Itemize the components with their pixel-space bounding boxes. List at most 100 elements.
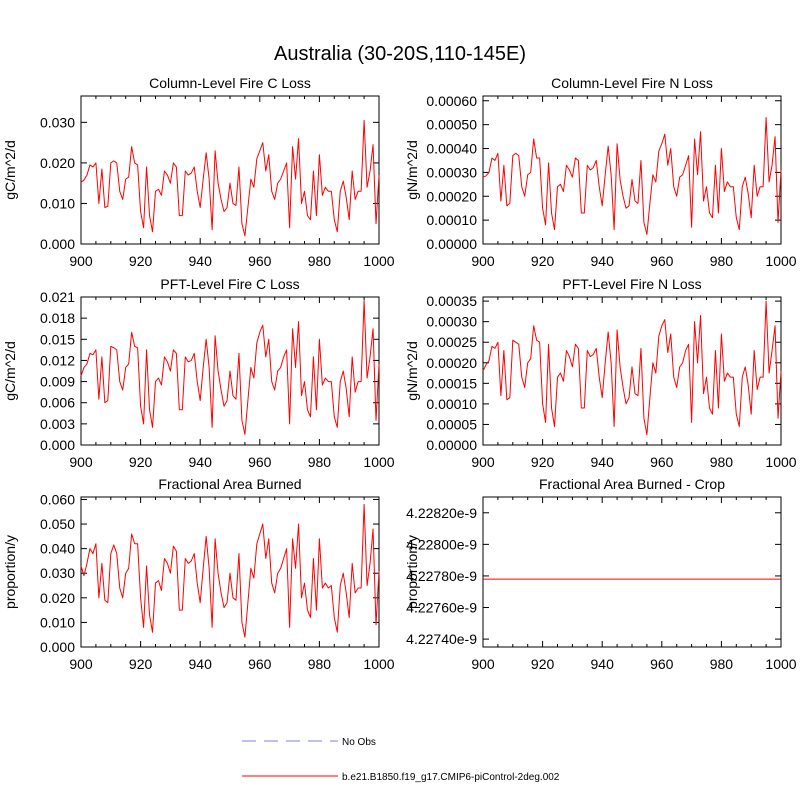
- y-tick-label: 0.000: [40, 437, 75, 453]
- y-tick-label: 0.00060: [426, 93, 477, 109]
- chart-panel-2: Column-Level Fire N Loss gN/m^2/d 900 920 94…: [404, 75, 797, 269]
- chart-panel-1: Column-Level Fire C Loss gC/m^2/d 900 920 94…: [2, 75, 395, 269]
- x-tick-label: 960: [650, 656, 674, 672]
- plot-frame: [80, 95, 380, 245]
- x-tick-label: 980: [710, 656, 734, 672]
- x-tick-label: 900: [471, 253, 495, 269]
- plot-frame: [482, 95, 782, 245]
- chart-panel-5: Fractional Area Burned proportion/y 900 920…: [2, 476, 395, 672]
- x-tick-label: 1000: [363, 656, 394, 672]
- y-tick-label: 0.010: [40, 195, 75, 211]
- y-tick-label: 0.009: [40, 374, 75, 390]
- chart-title: PFT-Level Fire C Loss: [160, 276, 299, 292]
- x-tick-label: 940: [189, 656, 213, 672]
- y-tick-label: 0.020: [40, 590, 75, 606]
- series-line-1: [80, 300, 380, 435]
- y-tick-label: 0.020: [40, 155, 75, 171]
- x-tick-label: 920: [531, 454, 555, 470]
- y-tick-label: 0.00040: [426, 141, 477, 157]
- x-tick-label: 1000: [363, 454, 394, 470]
- chart-title: Fractional Area Burned: [158, 476, 301, 492]
- x-tick-label: 920: [129, 253, 153, 269]
- x-tick-label: 920: [129, 656, 153, 672]
- chart-title: Column-Level Fire N Loss: [551, 75, 713, 91]
- y-tick-label: 0.00050: [426, 117, 477, 133]
- y-tick-label: 0.00035: [426, 293, 477, 309]
- x-tick-label: 960: [248, 454, 272, 470]
- x-tick-label: 900: [69, 454, 93, 470]
- plot-frame: [80, 496, 380, 648]
- y-tick-label: 0.006: [40, 395, 75, 411]
- y-tick-label: 0.018: [40, 310, 75, 326]
- y-tick-label: 4.22820e-9: [406, 505, 477, 521]
- y-tick-label: 0.012: [40, 352, 75, 368]
- chart-title: Fractional Area Burned - Crop: [539, 476, 725, 492]
- x-tick-label: 900: [69, 656, 93, 672]
- x-tick-label: 980: [308, 656, 332, 672]
- y-tick-label: 0.021: [40, 289, 75, 305]
- y-tick-label: 4.22760e-9: [406, 600, 477, 616]
- y-tick-label: 0.010: [40, 614, 75, 630]
- legend-model-label: b.e21.B1850.f19_g17.CMIP6-piControl-2deg…: [342, 772, 560, 783]
- y-tick-label: 0.003: [40, 416, 75, 432]
- x-tick-label: 940: [591, 656, 615, 672]
- y-tick-label: 0.00025: [426, 334, 477, 350]
- x-tick-label: 980: [710, 454, 734, 470]
- x-tick-label: 920: [531, 253, 555, 269]
- series-line-1: [80, 503, 380, 638]
- chart-title: Column-Level Fire C Loss: [149, 75, 311, 91]
- y-tick-label: 0.030: [40, 114, 75, 130]
- x-tick-label: 940: [189, 454, 213, 470]
- x-tick-label: 900: [471, 454, 495, 470]
- figure-title: Australia (30-20S,110-145E): [274, 43, 526, 65]
- y-tick-label: 0.000: [40, 236, 75, 252]
- x-tick-label: 1000: [765, 656, 796, 672]
- x-tick-label: 920: [129, 454, 153, 470]
- y-tick-label: 4.22800e-9: [406, 536, 477, 552]
- x-tick-label: 980: [308, 454, 332, 470]
- x-tick-label: 960: [650, 454, 674, 470]
- y-tick-label: 0.00020: [426, 188, 477, 204]
- y-tick-label: 0.050: [40, 516, 75, 532]
- x-tick-label: 900: [69, 253, 93, 269]
- y-axis-label: proportion/y: [2, 535, 18, 609]
- panels: Column-Level Fire C Loss gC/m^2/d 900 920 94…: [2, 75, 797, 672]
- legend: No Obs b.e21.B1850.f19_g17.CMIP6-piContr…: [242, 737, 560, 783]
- y-tick-label: 0.040: [40, 541, 75, 557]
- y-tick-label: 0.030: [40, 565, 75, 581]
- x-tick-label: 920: [531, 656, 555, 672]
- chart-title: PFT-Level Fire N Loss: [562, 276, 701, 292]
- x-tick-label: 1000: [363, 253, 394, 269]
- chart-panel-4: PFT-Level Fire N Loss gN/m^2/d 900 920 940 96…: [404, 276, 797, 470]
- chart-panel-3: PFT-Level Fire C Loss gC/m^2/d 900 920 940 96…: [2, 276, 395, 470]
- y-tick-label: 0.000: [40, 639, 75, 655]
- y-tick-label: 0.00020: [426, 355, 477, 371]
- y-axis-label: gN/m^2/d: [404, 140, 420, 199]
- x-tick-label: 1000: [765, 253, 796, 269]
- x-tick-label: 940: [591, 454, 615, 470]
- y-axis-label: gC/m^2/d: [2, 341, 18, 400]
- x-tick-label: 1000: [765, 454, 796, 470]
- x-tick-label: 980: [710, 253, 734, 269]
- y-tick-label: 0.00010: [426, 396, 477, 412]
- y-tick-label: 0.00000: [426, 437, 477, 453]
- y-tick-label: 0.00015: [426, 375, 477, 391]
- x-tick-label: 960: [650, 253, 674, 269]
- y-tick-label: 0.00030: [426, 164, 477, 180]
- y-axis-label: proportion/y: [404, 535, 420, 609]
- series-line-1: [80, 119, 380, 237]
- y-tick-label: 0.015: [40, 331, 75, 347]
- y-tick-label: 0.00005: [426, 416, 477, 432]
- series-line-1: [482, 300, 782, 436]
- y-tick-label: 0.060: [40, 491, 75, 507]
- x-tick-label: 980: [308, 253, 332, 269]
- x-tick-label: 940: [189, 253, 213, 269]
- y-tick-label: 4.22780e-9: [406, 568, 477, 584]
- legend-obs-label: No Obs: [342, 737, 376, 748]
- x-tick-label: 900: [471, 656, 495, 672]
- chart-panel-6: Fractional Area Burned - Crop proportion/…: [404, 476, 797, 672]
- y-tick-label: 4.22740e-9: [406, 631, 477, 647]
- plot-frame: [482, 496, 782, 648]
- x-tick-label: 940: [591, 253, 615, 269]
